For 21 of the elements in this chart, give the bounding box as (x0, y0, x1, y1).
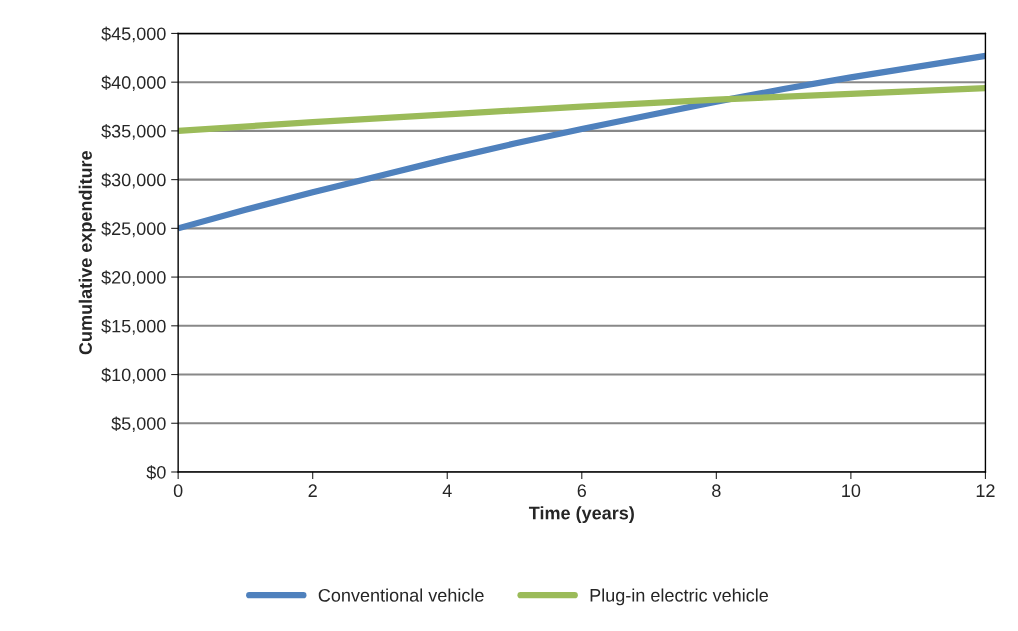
y-axis-title: Cumulative expenditure (78, 150, 96, 355)
x-axis-title: Time (years) (528, 506, 634, 524)
legend-label: Conventional vehicle (318, 588, 484, 602)
y-tick-label: $10,000 (101, 367, 166, 384)
y-tick-label: $0 (146, 465, 166, 480)
x-tick-label: 0 (173, 484, 183, 498)
y-tick-label: $25,000 (101, 221, 166, 238)
y-tick-label: $40,000 (101, 75, 166, 92)
y-tick-label: $15,000 (101, 318, 166, 335)
y-tick-label: $35,000 (101, 124, 166, 140)
x-tick-label: 6 (577, 484, 587, 498)
legend-label: Plug-in electric vehicle (590, 588, 768, 606)
x-tick-label: 10 (842, 484, 861, 498)
y-tick-label: $5,000 (111, 416, 166, 433)
y-tick-label: $20,000 (101, 270, 166, 286)
y-tick-label: $45,000 (101, 26, 166, 43)
x-tick-label: 8 (712, 484, 721, 498)
x-tick-label: 2 (308, 484, 317, 497)
x-tick-label: 4 (442, 484, 452, 497)
y-tick-label: $30,000 (101, 172, 166, 189)
x-tick-label: 12 (976, 484, 995, 497)
